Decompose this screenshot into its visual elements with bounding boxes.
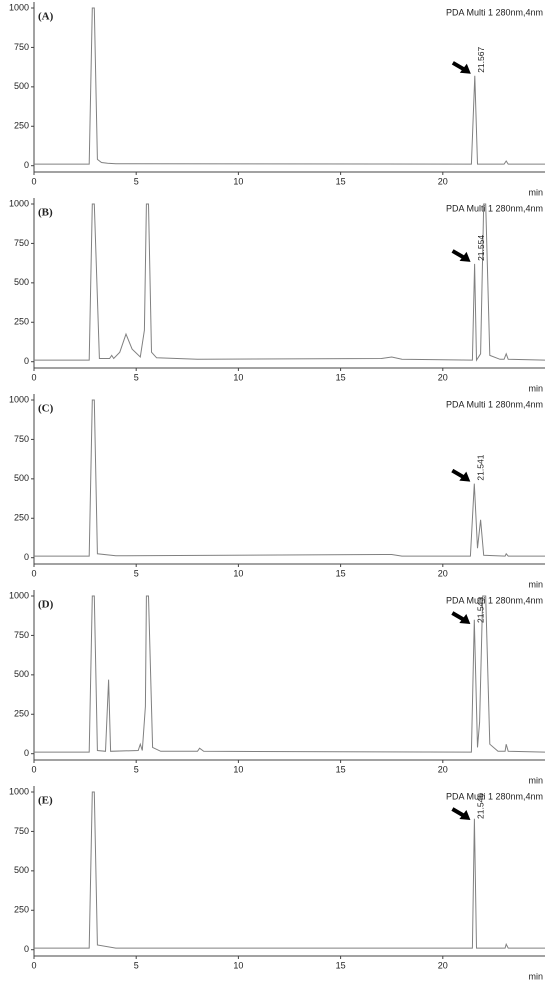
chromatogram-line (34, 399, 545, 557)
y-tick-label: 750 (14, 238, 29, 248)
x-tick-label: 10 (233, 764, 243, 774)
x-tick-label: 15 (336, 568, 346, 578)
peak-label: 21.541 (476, 454, 486, 480)
arrow-head (459, 614, 471, 624)
x-tick-label: 0 (31, 176, 36, 186)
x-axis-label: min (528, 579, 543, 589)
y-tick-label: 500 (14, 473, 29, 483)
panel-title: (E) (38, 795, 53, 807)
x-tick-label: 20 (438, 960, 448, 970)
y-tick-label: 1000 (9, 2, 29, 12)
peak-label: 21.546 (476, 793, 486, 819)
x-tick-label: 20 (438, 372, 448, 382)
x-tick-label: 0 (31, 372, 36, 382)
y-tick-label: 500 (14, 277, 29, 287)
x-tick-label: 15 (336, 764, 346, 774)
peak-label: 21.543 (476, 597, 486, 623)
x-tick-label: 10 (233, 960, 243, 970)
x-tick-label: 0 (31, 764, 36, 774)
panel-title: (D) (38, 599, 54, 611)
arrow-shaft (451, 249, 466, 260)
x-tick-label: 10 (233, 176, 243, 186)
x-tick-label: 10 (233, 568, 243, 578)
x-tick-label: 5 (134, 960, 139, 970)
panel: 0 250 500 750 1000 0 5 10 15 20 min (E) PDA Multi 1 … (9, 786, 545, 981)
chromatogram-line (34, 7, 545, 165)
arrow-head (459, 810, 471, 820)
arrow-head (459, 251, 471, 262)
panel: 0 250 500 750 1000 0 5 10 15 20 min (B) PDA Multi 1 … (9, 198, 545, 393)
arrow-shaft (451, 468, 466, 480)
peak-label: 21.567 (476, 47, 486, 73)
y-tick-label: 500 (14, 81, 29, 91)
x-tick-label: 15 (336, 176, 346, 186)
arrow-head (459, 63, 471, 74)
x-tick-label: 15 (336, 960, 346, 970)
x-tick-label: 10 (233, 372, 243, 382)
arrow-shaft (451, 61, 466, 72)
y-tick-label: 750 (14, 826, 29, 836)
y-tick-label: 0 (24, 160, 29, 170)
x-tick-label: 15 (336, 372, 346, 382)
x-tick-label: 20 (438, 176, 448, 186)
x-tick-label: 0 (31, 568, 36, 578)
panel-title: (B) (38, 207, 53, 219)
y-tick-label: 1000 (9, 786, 29, 796)
chromatogram-line (34, 791, 545, 949)
arrow-head (459, 471, 471, 482)
y-tick-label: 750 (14, 42, 29, 52)
x-tick-label: 20 (438, 764, 448, 774)
panel: 0 250 500 750 1000 0 5 10 15 20 min (C) PDA Multi 1 … (9, 394, 545, 589)
x-axis-label: min (528, 383, 543, 393)
x-axis-label: min (528, 187, 543, 197)
y-tick-label: 250 (14, 317, 29, 327)
x-axis-label: min (528, 971, 543, 981)
y-tick-label: 0 (24, 552, 29, 562)
panel-title: (A) (38, 11, 54, 23)
detector-label: PDA Multi 1 280nm,4nm (446, 595, 543, 605)
x-tick-label: 5 (134, 568, 139, 578)
panel: 0 250 500 750 1000 0 5 10 15 20 min (A) PDA Multi 1 … (9, 2, 545, 197)
chromatogram-line (34, 595, 545, 753)
detector-label: PDA Multi 1 280nm,4nm (446, 791, 543, 801)
x-tick-label: 5 (134, 764, 139, 774)
y-tick-label: 250 (14, 905, 29, 915)
panel: 0 250 500 750 1000 0 5 10 15 20 min (D) PDA Multi 1 … (9, 590, 545, 785)
y-tick-label: 500 (14, 865, 29, 875)
panel-title: (C) (38, 403, 54, 415)
y-tick-label: 250 (14, 121, 29, 131)
y-tick-label: 250 (14, 709, 29, 719)
arrow-shaft (451, 611, 466, 622)
y-tick-label: 750 (14, 434, 29, 444)
y-tick-label: 750 (14, 630, 29, 640)
arrow-shaft (451, 807, 466, 818)
x-tick-label: 20 (438, 568, 448, 578)
y-tick-label: 1000 (9, 198, 29, 208)
detector-label: PDA Multi 1 280nm,4nm (446, 203, 543, 213)
y-tick-label: 500 (14, 669, 29, 679)
detector-label: PDA Multi 1 280nm,4nm (446, 7, 543, 17)
y-tick-label: 0 (24, 356, 29, 366)
y-tick-label: 1000 (9, 394, 29, 404)
x-tick-label: 5 (134, 176, 139, 186)
x-tick-label: 0 (31, 960, 36, 970)
y-tick-label: 250 (14, 513, 29, 523)
x-axis-label: min (528, 775, 543, 785)
chromatogram-line (34, 203, 545, 362)
x-tick-label: 5 (134, 372, 139, 382)
y-tick-label: 0 (24, 748, 29, 758)
y-tick-label: 1000 (9, 590, 29, 600)
y-tick-label: 0 (24, 944, 29, 954)
detector-label: PDA Multi 1 280nm,4nm (446, 399, 543, 409)
peak-label: 21.554 (476, 235, 486, 261)
